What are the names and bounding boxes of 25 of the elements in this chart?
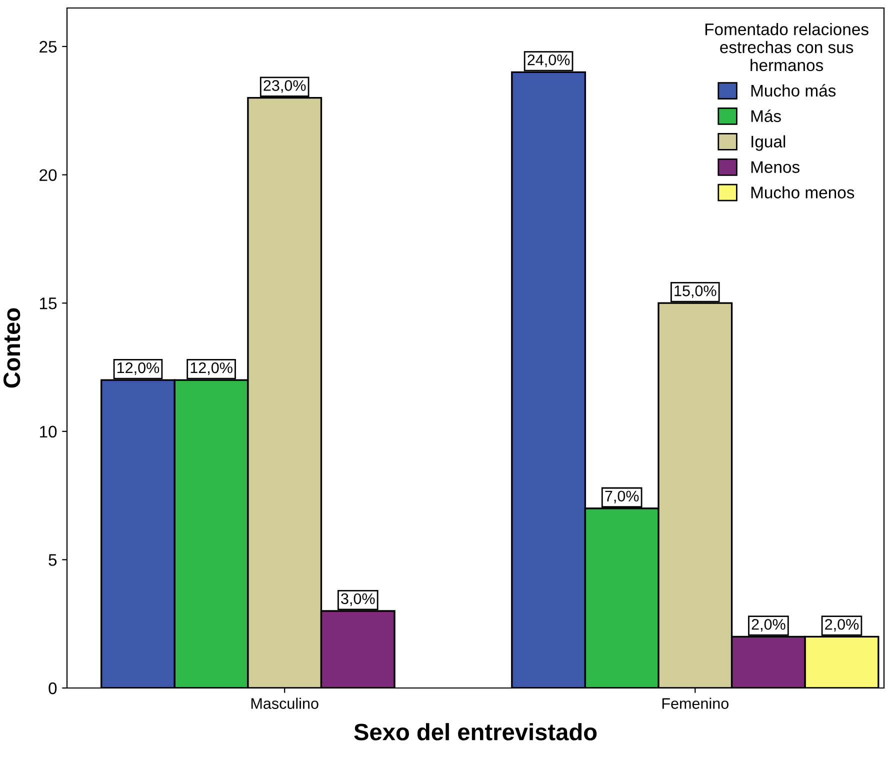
data-label: 15,0% [674, 285, 716, 298]
y-tick-label: 0 [48, 682, 57, 694]
data-label: 12,0% [190, 362, 232, 376]
legend-label: Mucho más [751, 84, 836, 97]
data-label: 24,0% [528, 54, 570, 68]
y-tick-label: 25 [40, 40, 57, 53]
x-axis-title: Sexo del entrevistado [354, 723, 597, 740]
legend-label: Igual [752, 135, 786, 151]
data-label: 7,0% [605, 490, 639, 504]
data-label: 23,0% [264, 80, 306, 93]
x-tick-label: Femenino [662, 698, 728, 709]
y-tick-label: 20 [40, 169, 57, 181]
data-label: 2,0% [752, 618, 786, 632]
legend-label: Más [751, 110, 781, 122]
data-label: 12,0% [118, 362, 160, 376]
legend-label: Menos [751, 161, 800, 173]
legend-label: Mucho menos [751, 186, 854, 198]
y-tick-label: 15 [40, 298, 57, 310]
y-axis-title: Conteo [3, 308, 20, 388]
x-tick-label: Masculino [251, 698, 318, 709]
data-label: 2,0% [825, 618, 859, 632]
y-tick-label: 5 [48, 554, 57, 566]
y-tick-label: 10 [40, 426, 57, 438]
legend-title: Fomentado relaciones estrechas con sus hermanos [705, 23, 868, 72]
data-label: 3,0% [341, 593, 375, 606]
